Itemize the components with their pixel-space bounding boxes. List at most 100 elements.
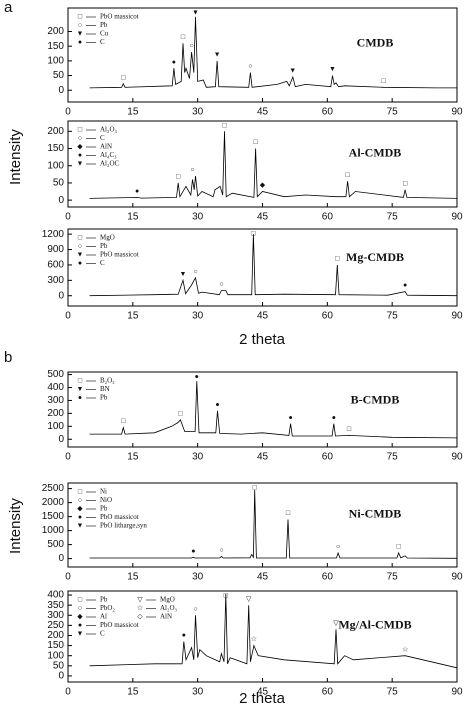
panel-label: b [4,349,12,366]
peak-marker: ● [195,373,199,381]
legend-symbol: ○ [78,496,82,504]
x-tick-label: 60 [322,452,334,463]
y-tick-label: 250 [47,620,64,631]
y-tick-label: 2500 [42,483,65,494]
peak-marker: ○ [189,42,193,50]
legend-symbol: ◆ [77,613,83,621]
y-tick-label: 200 [47,630,64,641]
x-tick-label: 75 [387,212,399,223]
legend-symbol: ● [78,259,82,267]
y-tick-label: 50 [53,70,65,81]
legend-symbol: ▼ [77,522,84,530]
legend-label: Pb [100,394,108,402]
x-tick-label: 30 [192,212,204,223]
legend-label: PbO massicot [100,513,139,521]
y-tick-label: 900 [47,244,64,255]
peak-marker: ● [182,631,186,639]
peak-marker: ▼ [180,270,187,278]
x-tick-label: 15 [127,107,139,118]
y-tick-label: 1500 [42,511,65,522]
peak-marker: □ [253,138,258,146]
y-tick-label: 300 [47,275,64,286]
legend-label: Pb [100,596,108,604]
legend-label: PbO₂ [100,604,115,612]
peak-marker: ▽ [333,619,339,627]
legend-label: PbO massicot [100,251,139,259]
x-tick-label: 45 [257,311,269,322]
legend-label: C [100,134,105,142]
y-tick-label: 1200 [42,229,65,240]
x-tick-label: 75 [387,452,399,463]
chart-title: Mg-CMDB [346,250,404,264]
peak-marker: ● [215,400,219,408]
peak-marker: ○ [193,267,197,275]
chart-title: CMDB [357,35,394,49]
legend-symbol: □ [78,488,83,496]
legend-symbol: ☆ [137,604,143,612]
plot-frame [67,371,458,448]
x-tick-label: 60 [322,572,334,583]
plot-frame [67,120,458,208]
legend-label: Pb [100,21,108,29]
peak-marker: ● [288,413,292,421]
legend-label: BN [100,385,110,393]
legend-label: NiO [100,496,112,504]
peak-marker: □ [403,179,408,187]
legend-label: C [100,259,105,267]
peak-marker: □ [121,417,126,425]
legend-label: Ni [100,488,107,496]
x-tick-label: 15 [127,572,139,583]
x-axis-label: 2 theta [239,331,286,348]
peak-marker: □ [121,73,126,81]
legend-label: Cu [100,30,109,38]
legend-label: B₂O₃ [100,377,115,385]
y-axis-label: Intensity [7,129,24,185]
x-tick-label: 90 [451,452,463,463]
y-tick-label: 300 [47,610,64,621]
y-tick-label: 350 [47,600,64,611]
legend-label: PbO massicot [100,621,139,629]
legend-symbol: ◆ [77,143,83,151]
legend-label: PbO massicot [100,13,139,21]
legend-symbol: □ [78,126,83,134]
y-tick-label: 50 [53,178,65,189]
peak-marker: □ [347,425,352,433]
x-tick-label: 15 [127,452,139,463]
y-tick-label: 0 [58,434,64,445]
x-tick-label: 90 [451,212,463,223]
x-tick-label: 0 [65,452,71,463]
y-tick-label: 0 [58,553,64,564]
x-tick-label: 15 [127,311,139,322]
peak-marker: ● [172,58,176,66]
legend-label: C [100,38,105,46]
x-tick-label: 60 [322,212,334,223]
legend-symbol: ● [78,394,82,402]
x-tick-label: 75 [387,311,399,322]
legend-symbol: ▼ [77,30,84,38]
xrd-pattern [89,131,458,199]
y-axis-label: Intensity [7,498,24,554]
x-tick-label: 30 [192,107,204,118]
x-tick-label: 45 [257,212,269,223]
x-tick-label: 30 [192,452,204,463]
legend-symbol: ○ [78,134,82,142]
peak-marker: □ [346,171,351,179]
x-tick-label: 75 [387,107,399,118]
x-tick-label: 75 [387,687,399,698]
xrd-pattern [89,381,458,439]
legend-symbol: ● [78,513,82,521]
y-tick-label: 500 [47,539,64,550]
peak-marker: ● [332,413,336,421]
legend-label: Pb [100,242,108,250]
legend-label: Al [100,613,107,621]
y-tick-label: 100 [47,160,64,171]
peak-marker: ◆ [260,181,266,189]
legend-symbol: ▽ [137,596,143,604]
legend-label: AlN [160,613,172,621]
x-tick-label: 90 [451,311,463,322]
y-tick-label: 200 [47,26,64,37]
peak-marker: ▽ [246,595,252,603]
x-tick-label: 0 [65,687,71,698]
peak-marker: □ [397,543,402,551]
legend-symbol: ○ [78,604,82,612]
